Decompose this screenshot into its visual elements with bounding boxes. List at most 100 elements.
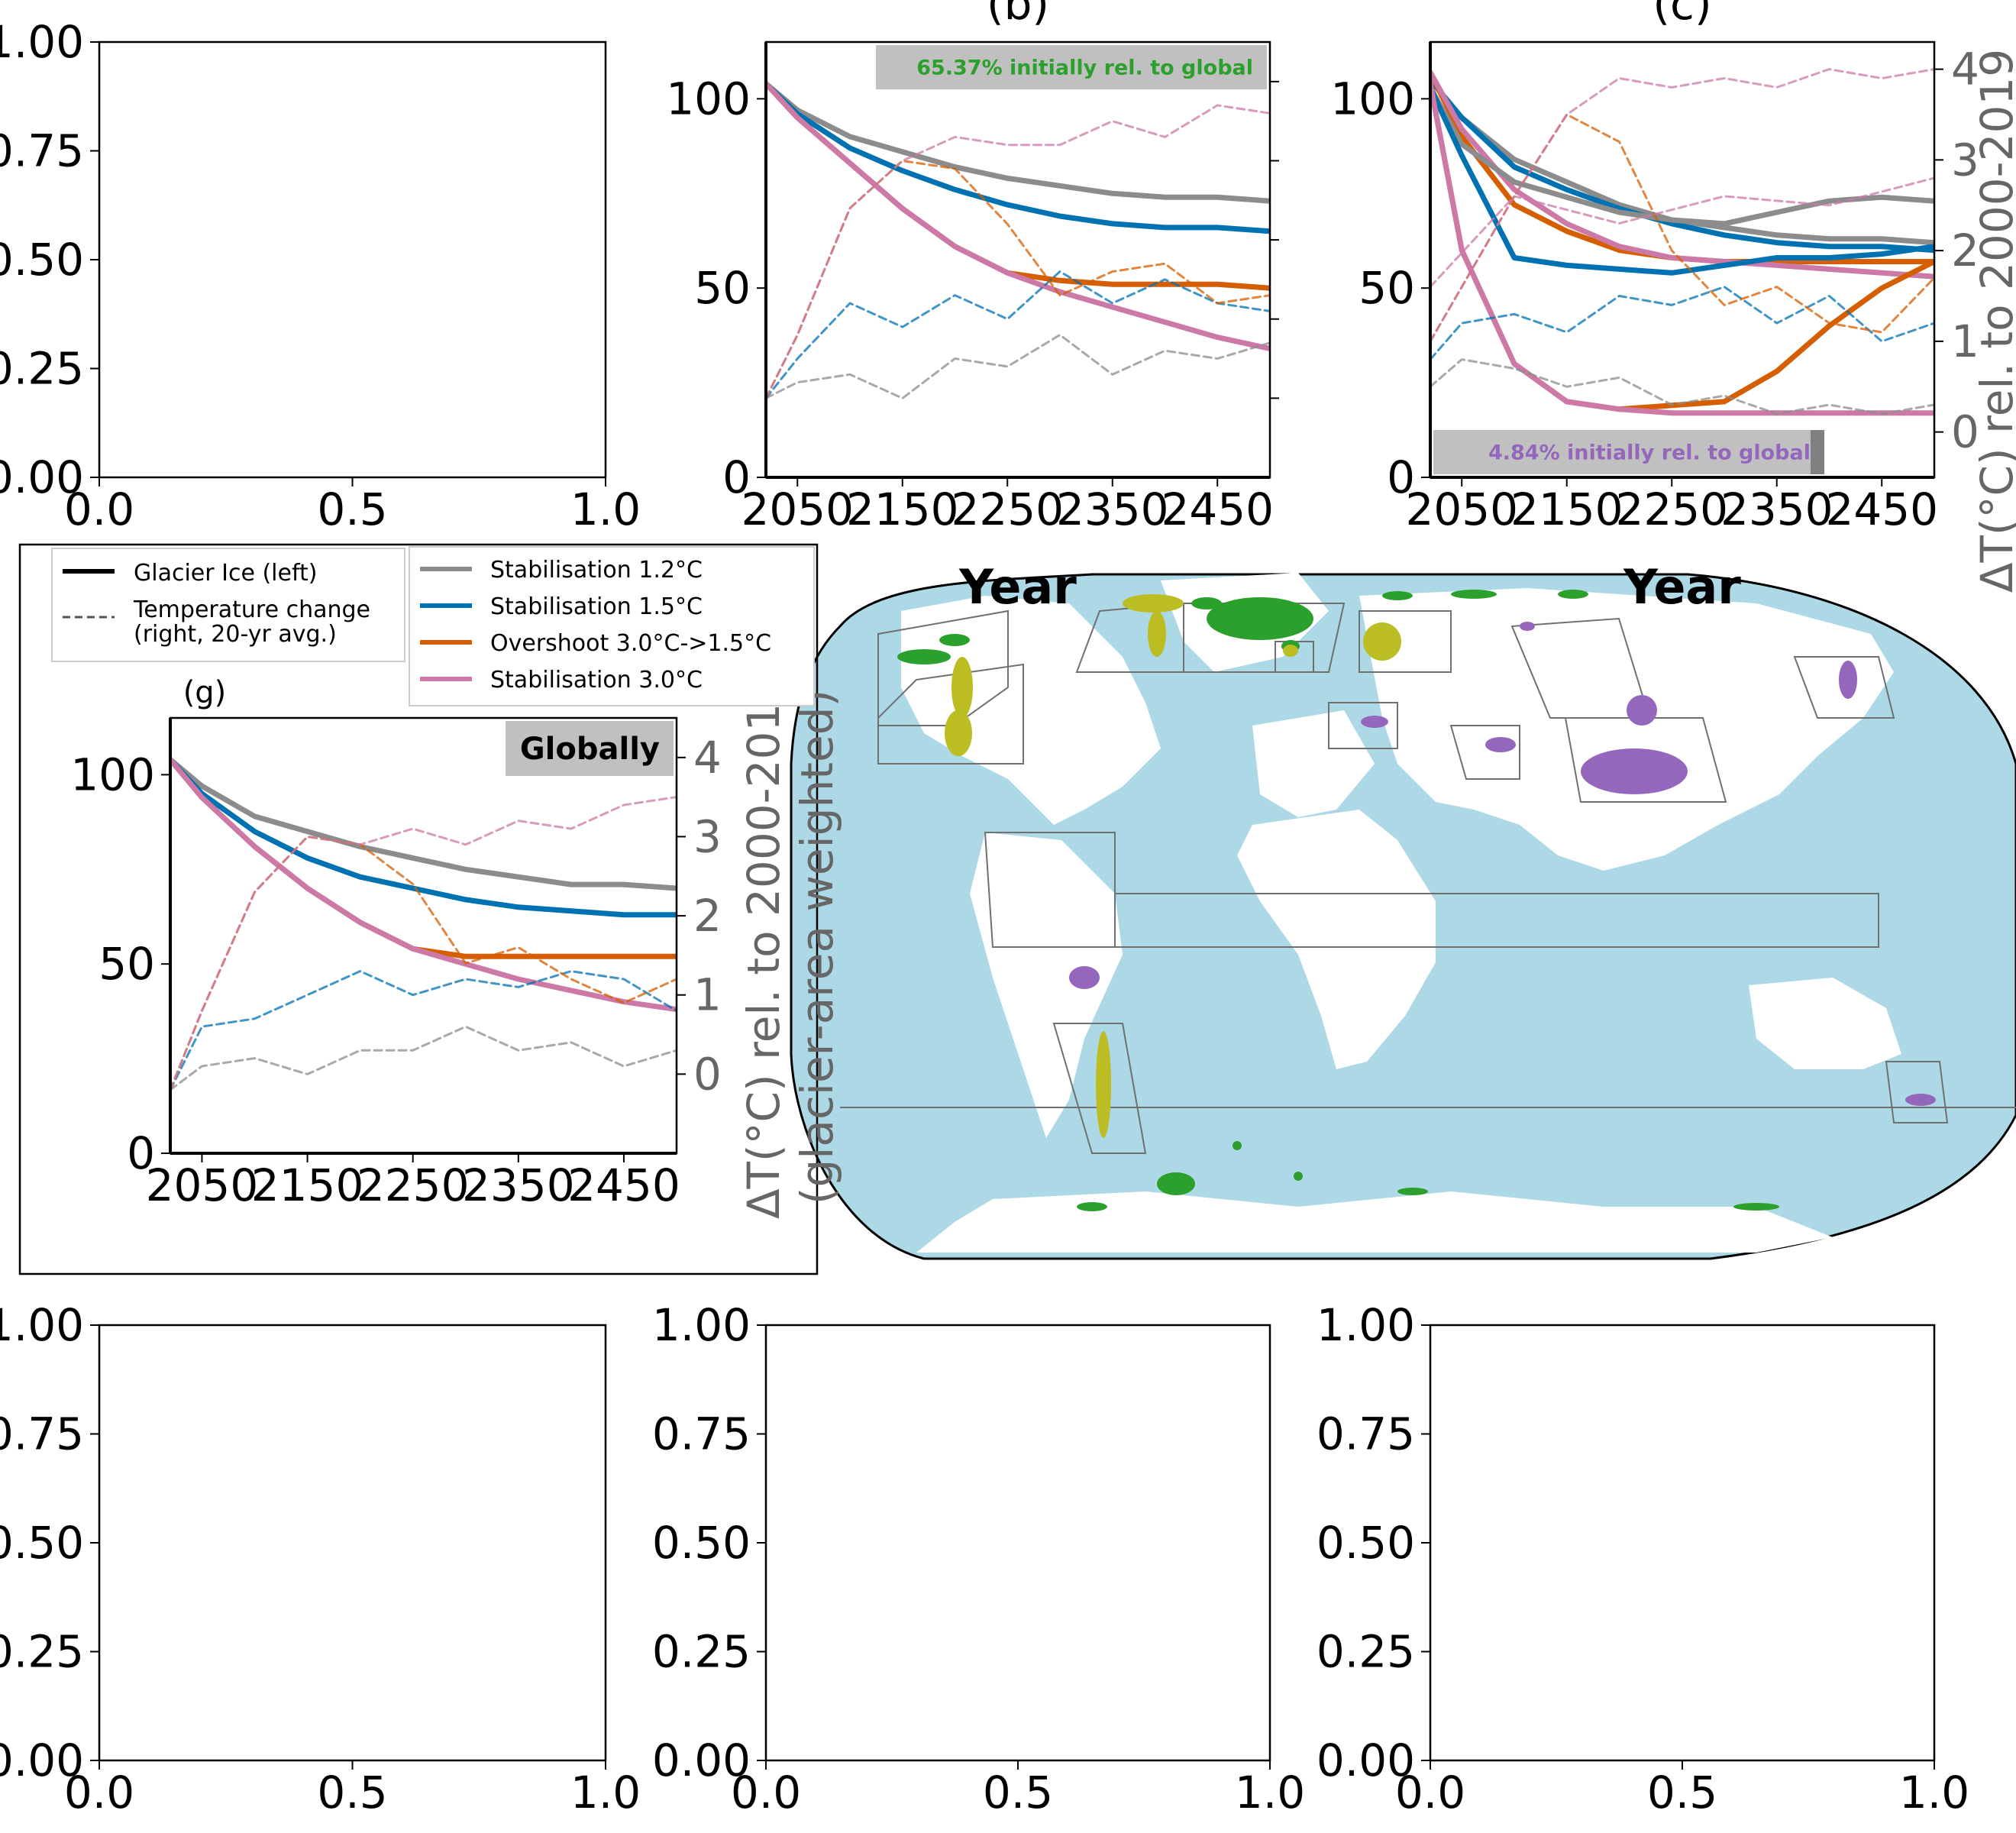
- world-map: [790, 573, 2016, 1260]
- panel-2: 2050215022502350245005010001234(c)4.84% …: [1330, 0, 1979, 535]
- y-tick-label: 0.25: [0, 1626, 84, 1678]
- series-group: [766, 81, 1270, 399]
- temp-line-stab12: [766, 334, 1270, 399]
- panel-0: 0.0 0.5 1.0 0.00 0.25 0.50 0.75 1.00: [0, 16, 641, 535]
- series-group: [1430, 68, 1934, 416]
- legend-label: Overshoot 3.0°C->1.5°C: [490, 630, 771, 657]
- legend-style-box: [51, 548, 405, 662]
- ice-line-stab15: [170, 757, 677, 918]
- ice-line-stab12: [766, 81, 1270, 204]
- x-tick-label: 2150: [251, 1159, 364, 1211]
- y2-tick-label: 1: [1951, 315, 1979, 367]
- y-tick-label: 100: [70, 748, 155, 800]
- x-tick-label: 2050: [741, 483, 854, 535]
- panel-note: Globally: [520, 732, 660, 767]
- x-tick-label: 0.5: [317, 1767, 387, 1818]
- panel-4: 0.0 0.5 1.0 0.00 0.25 0.50 0.75 1.00: [0, 1299, 641, 1818]
- map-region-outlines: [840, 602, 2016, 1154]
- ice-line-stab30: [170, 757, 677, 1013]
- legend-label: Stabilisation 1.2°C: [490, 557, 703, 584]
- x-tick-label: 2050: [146, 1159, 259, 1211]
- x-tick-label: 2150: [1510, 483, 1623, 535]
- y-tick-label: 100: [1330, 73, 1415, 124]
- panel-5: 0.0 0.5 1.0 0.00 0.25 0.50 0.75 1.00: [652, 1299, 1305, 1818]
- y-tick-label: 0.25: [1317, 1626, 1415, 1678]
- y-tick-label: 0: [1387, 451, 1415, 503]
- x-tick-label: 1.0: [1235, 1767, 1305, 1818]
- axes-frame: [169, 716, 678, 1155]
- x-tick-label: 2450: [1161, 483, 1274, 535]
- y-tick-label: 0.25: [0, 343, 84, 395]
- x-tick-label: 2350: [1056, 483, 1169, 535]
- y-tick-label: 0.75: [1317, 1408, 1415, 1460]
- y-tick-label: 50: [1359, 262, 1415, 314]
- x-axis-label: Year: [1623, 559, 1741, 615]
- x-tick-label: 0.0: [731, 1767, 801, 1818]
- x-tick-label: 0.5: [1647, 1767, 1717, 1818]
- x-tick-label: 2150: [846, 483, 959, 535]
- panel-title: (c): [1653, 0, 1711, 30]
- y2-tick-label: 4: [693, 732, 722, 784]
- y-tick-label: 1.00: [0, 16, 84, 68]
- y-tick-label: 0: [722, 451, 751, 503]
- axes-frame: [764, 1324, 1271, 1762]
- x-tick-label: 2250: [1615, 483, 1728, 535]
- x-axis-label: Year: [958, 559, 1077, 615]
- panel-6: 0.0 0.5 1.0 0.00 0.25 0.50 0.75 1.00: [1317, 1299, 1969, 1818]
- y2-tick-label: 0: [1951, 406, 1979, 458]
- y-tick-label: 1.00: [0, 1299, 84, 1351]
- temp-line-stab30: [170, 796, 677, 1091]
- note-box: [876, 45, 1267, 89]
- ice-line-stab15: [1430, 77, 1934, 254]
- ice-line-over30: [766, 81, 1270, 291]
- note-box: [1433, 430, 1811, 474]
- y-tick-label: 0.25: [652, 1626, 751, 1678]
- series-group: [170, 757, 677, 1091]
- panel-title: (g): [183, 675, 227, 710]
- y-tick-label: 0: [127, 1127, 155, 1179]
- x-tick-label: 1.0: [1899, 1767, 1969, 1818]
- temp-line-stab30: [1430, 68, 1934, 343]
- y2-axis-label: ΔT(°C) rel. to 2000-2019: [738, 675, 790, 1219]
- x-tick-label: 0.0: [64, 483, 134, 535]
- y2-axis-label: ΔT(°C) rel. to 2000-2019: [1971, 49, 2016, 593]
- y2-tick-label: 1: [693, 969, 722, 1021]
- map-land: [901, 573, 1901, 1253]
- temp-line-stab30: [1430, 176, 1934, 289]
- temp-line-stab15: [766, 270, 1270, 399]
- y-tick-label: 0.00: [0, 1734, 84, 1786]
- x-tick-label: 2250: [357, 1159, 470, 1211]
- legend-label: Stabilisation 1.5°C: [490, 593, 703, 620]
- y2-tick-label: 3: [693, 810, 722, 862]
- map-glacier-green: [897, 590, 1779, 1211]
- axes-frame: [764, 40, 1271, 479]
- x-tick-label: 2450: [567, 1159, 680, 1211]
- y-tick-label: 0.75: [652, 1408, 751, 1460]
- ice-line-stab15: [766, 81, 1270, 234]
- temp-line-stab15: [170, 970, 677, 1091]
- ice-line-over30: [1430, 70, 1934, 264]
- y-tick-label: 0.50: [652, 1517, 751, 1569]
- y2-tick-label: 2: [1951, 225, 1979, 276]
- x-tick-label: 0.0: [1395, 1767, 1465, 1818]
- y-tick-label: 1.00: [1317, 1299, 1415, 1351]
- y-tick-label: 0.00: [652, 1734, 751, 1786]
- y2-tick-label: 4: [1951, 44, 1979, 95]
- temp-line-stab30: [766, 104, 1270, 399]
- y-tick-label: 100: [666, 73, 751, 124]
- x-tick-label: 0.0: [64, 1767, 134, 1818]
- x-tick-label: 0.5: [983, 1767, 1053, 1818]
- temp-line-stab15: [1430, 286, 1934, 361]
- y-tick-label: 0.50: [0, 234, 84, 286]
- y2-tick-label: 2: [693, 890, 722, 942]
- map-glacier-olive: [945, 594, 1401, 1138]
- temp-line-stab12: [1430, 358, 1934, 415]
- temp-line-stab12: [170, 1025, 677, 1091]
- y2-axis-label: (glacier-area weighted): [791, 690, 843, 1204]
- ice-line-stab15: [1430, 85, 1934, 276]
- x-tick-label: 1.0: [570, 483, 641, 535]
- y-tick-label: 0.75: [0, 1408, 84, 1460]
